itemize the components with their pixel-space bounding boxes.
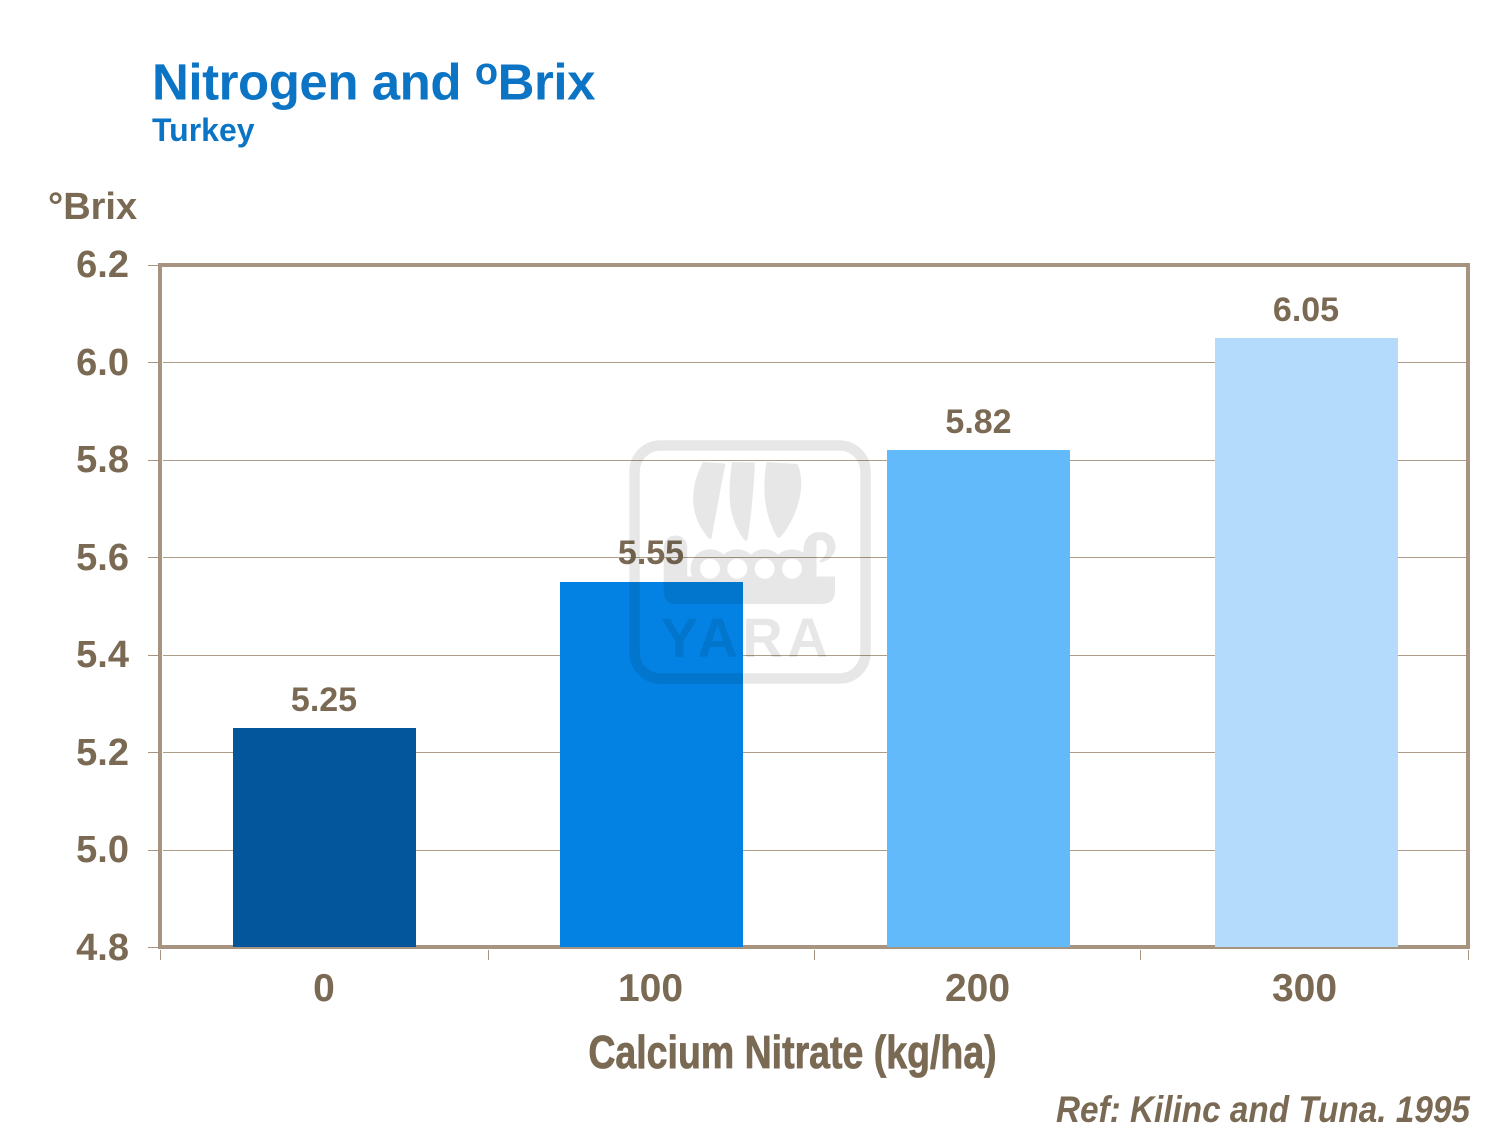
- svg-text:YARA: YARA: [661, 606, 833, 669]
